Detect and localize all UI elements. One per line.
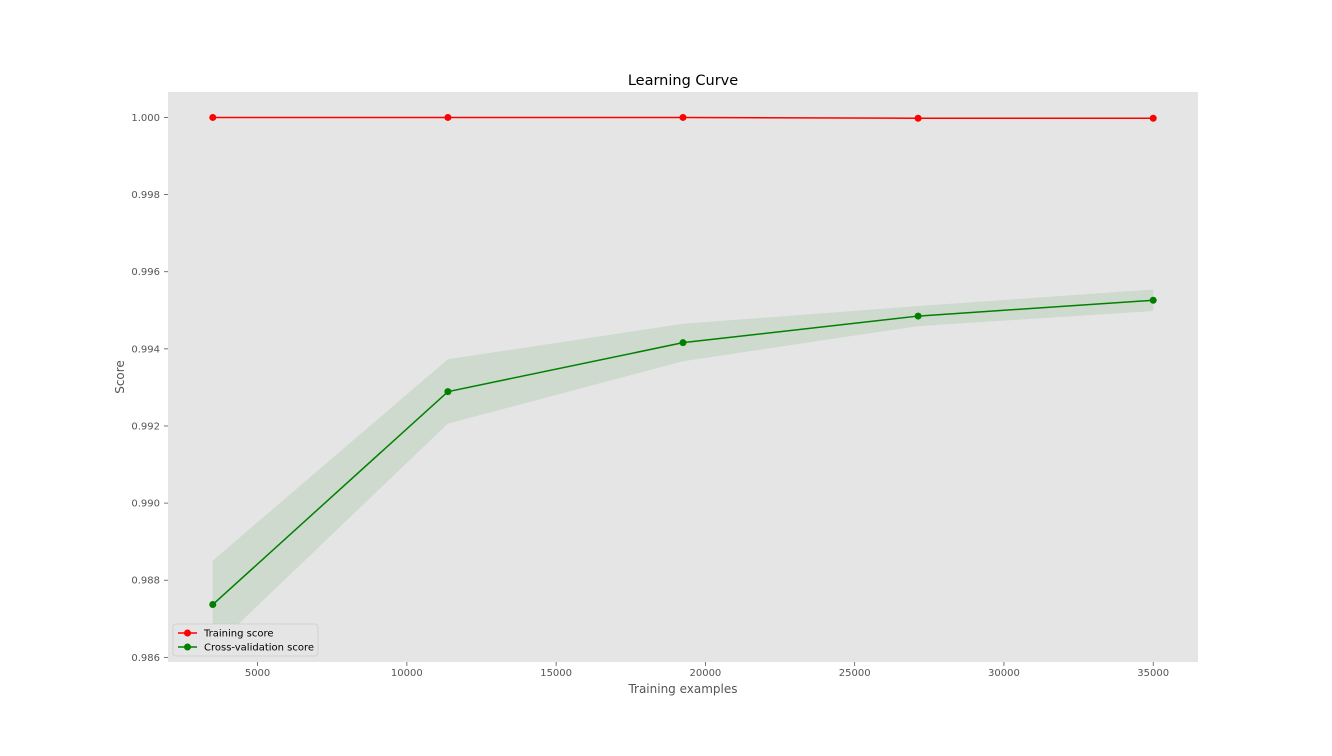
- series-markers: [209, 113, 1157, 609]
- data-point: [209, 113, 217, 121]
- y-tick-label: 1.000: [131, 113, 160, 124]
- data-point: [1149, 296, 1157, 304]
- x-axis-ticks: 5000 10000 15000 20000 25000 30000 35000: [245, 662, 1169, 679]
- x-tick-label: 5000: [245, 668, 270, 679]
- y-tick-label: 0.994: [131, 344, 160, 355]
- plot-area: [168, 92, 1198, 662]
- data-point: [679, 339, 687, 347]
- legend-box: [172, 623, 319, 657]
- y-axis-ticks: 0.986 0.988 0.990 0.992 0.994 0.996 0.998 1.000: [131, 113, 168, 664]
- confidence-bands: [212, 117, 1154, 649]
- y-tick-label: 0.996: [131, 267, 160, 278]
- legend: Training score Cross-validation score: [172, 623, 319, 657]
- x-tick-label: 30000: [988, 668, 1020, 679]
- legend-label-2: Cross-validation score: [204, 643, 314, 654]
- x-tick-label: 20000: [689, 668, 721, 679]
- data-point: [444, 113, 452, 121]
- y-axis-label: Score: [113, 360, 127, 394]
- data-point: [679, 113, 687, 121]
- y-tick-label: 0.998: [131, 190, 160, 201]
- plot-background: [168, 92, 1198, 662]
- data-point: [914, 114, 922, 122]
- x-tick-label: 15000: [540, 668, 572, 679]
- y-tick-label: 0.988: [131, 576, 160, 587]
- data-point: [209, 601, 217, 609]
- y-tick-label: 0.986: [131, 653, 160, 664]
- y-tick-label: 0.990: [131, 499, 160, 510]
- x-tick-label: 10000: [391, 668, 423, 679]
- chart-title: Learning Curve: [628, 73, 738, 89]
- legend-marker-2: [184, 643, 191, 651]
- legend-marker-1: [184, 629, 191, 637]
- x-tick-label: 35000: [1137, 668, 1169, 679]
- x-axis-label: Training examples: [627, 682, 737, 696]
- legend-label-1: Training score: [203, 629, 274, 640]
- x-tick-label: 25000: [839, 668, 871, 679]
- data-point: [444, 388, 452, 396]
- confidence-band-2: [212, 289, 1154, 649]
- data-point: [914, 312, 922, 320]
- data-point: [1149, 114, 1157, 122]
- y-tick-label: 0.992: [131, 421, 160, 432]
